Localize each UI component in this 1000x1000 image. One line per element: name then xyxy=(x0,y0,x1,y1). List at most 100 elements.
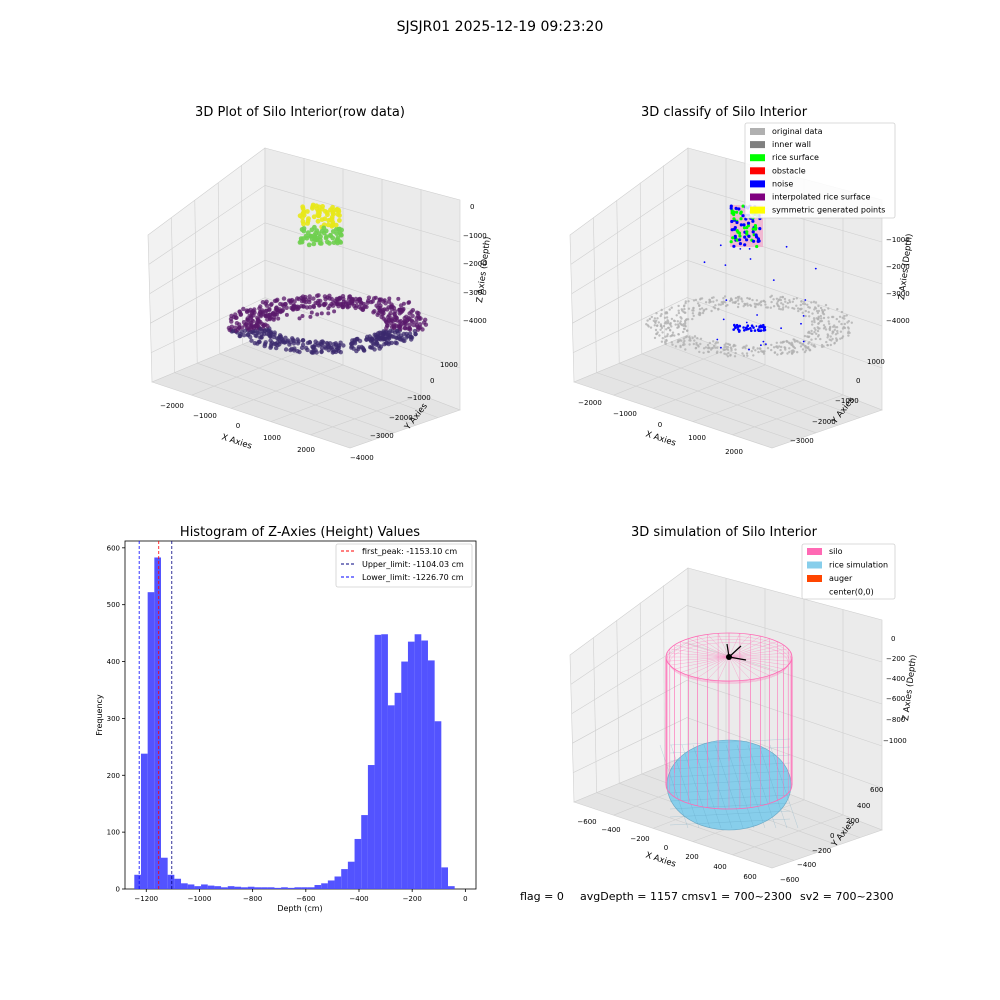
histogram-bar xyxy=(307,887,315,889)
raw-point xyxy=(311,296,316,301)
raw-point xyxy=(401,301,406,306)
classified-point xyxy=(828,326,832,330)
x-tick-label: −200 xyxy=(403,895,422,903)
panel2-z-tick: −3000 xyxy=(886,290,910,298)
silo-roof-line xyxy=(697,656,730,678)
classified-point xyxy=(749,326,752,330)
raw-point xyxy=(248,330,253,335)
raw-point xyxy=(387,332,393,338)
classified-point xyxy=(808,306,811,309)
panel-raw-data: 3D Plot of Silo Interior(row data) −2000… xyxy=(147,105,493,462)
raw-point xyxy=(258,326,263,332)
raw-point xyxy=(361,348,367,353)
raw-point xyxy=(340,294,346,299)
classified-point xyxy=(725,299,728,301)
classified-point xyxy=(732,210,736,214)
classified-point xyxy=(677,333,680,336)
classified-point xyxy=(750,350,753,353)
panel1-y-ticks: −4000 −3000 −2000 −1000 0 1000 xyxy=(350,361,458,462)
classified-point xyxy=(752,326,755,329)
raw-point xyxy=(272,298,278,304)
classified-point xyxy=(716,338,719,341)
raw-point xyxy=(255,318,261,323)
raw-point xyxy=(385,307,390,312)
histogram-bar xyxy=(187,884,195,889)
classified-point xyxy=(707,347,710,350)
classified-point xyxy=(827,334,830,337)
rice-mesh-line xyxy=(669,754,791,762)
classified-point xyxy=(847,334,850,337)
raw-point xyxy=(323,228,329,234)
panel1-x-tick: −2000 xyxy=(160,402,184,410)
raw-point xyxy=(309,227,315,233)
histogram-bar xyxy=(167,874,175,889)
x-tick-label: −600 xyxy=(296,895,315,903)
classified-point xyxy=(756,239,760,243)
raw-point xyxy=(392,312,397,317)
classified-point xyxy=(823,308,826,312)
classified-point xyxy=(834,326,837,329)
classified-point xyxy=(843,322,846,326)
classified-point xyxy=(746,354,749,357)
histogram-bar xyxy=(241,887,248,889)
histogram-bar xyxy=(134,874,141,889)
classified-point xyxy=(688,335,691,339)
raw-point xyxy=(360,307,365,312)
classified-point xyxy=(665,338,668,342)
classified-point xyxy=(779,296,782,299)
histogram-bar xyxy=(441,867,448,889)
classified-point xyxy=(665,316,669,319)
classified-point xyxy=(676,323,680,326)
raw-point xyxy=(301,236,306,241)
raw-point xyxy=(319,345,325,351)
raw-point xyxy=(305,340,311,346)
histogram-vlines xyxy=(138,541,173,889)
classified-point xyxy=(772,305,776,308)
raw-point xyxy=(417,322,423,327)
classified-point xyxy=(714,342,717,345)
classified-point xyxy=(699,337,703,340)
classified-point xyxy=(801,311,804,314)
raw-point xyxy=(304,305,310,310)
histogram-bar xyxy=(341,869,348,889)
y-tick-label: 300 xyxy=(107,715,120,723)
raw-point xyxy=(311,303,316,309)
classified-point xyxy=(654,321,657,325)
classified-point xyxy=(742,226,747,230)
raw-point xyxy=(261,323,266,328)
raw-point xyxy=(389,318,394,323)
classified-point xyxy=(797,309,800,313)
classified-point xyxy=(781,303,785,306)
classified-point xyxy=(783,346,786,349)
raw-point xyxy=(375,331,381,336)
classified-point xyxy=(779,341,783,344)
histogram-bar xyxy=(221,887,228,889)
silo-roof-line xyxy=(728,652,792,658)
panel1-points xyxy=(226,202,429,355)
classified-point xyxy=(735,210,739,214)
classified-point xyxy=(678,339,682,342)
raw-point xyxy=(271,334,277,340)
raw-point xyxy=(407,300,412,305)
classified-point xyxy=(708,341,711,345)
classified-point xyxy=(827,316,830,319)
panel2-x-tick: 1000 xyxy=(688,434,706,442)
classified-point xyxy=(671,343,674,346)
classified-point xyxy=(732,343,736,347)
panel4-z-ticks: 0 −200 −400 −600 −800 −1000 xyxy=(883,635,907,745)
raw-point xyxy=(324,340,330,346)
classified-point xyxy=(712,344,716,348)
raw-point xyxy=(315,218,321,224)
histogram-bar xyxy=(294,887,302,889)
classified-point xyxy=(743,345,746,348)
panel4-x-tick: −200 xyxy=(630,835,649,843)
classified-point xyxy=(684,321,687,324)
raw-point xyxy=(397,319,402,325)
classified-point xyxy=(735,323,739,327)
raw-point xyxy=(241,320,247,325)
classified-point xyxy=(772,346,776,349)
classified-point xyxy=(808,341,811,344)
raw-point xyxy=(297,316,302,321)
classified-point xyxy=(795,304,798,307)
panel4-z-tick: −600 xyxy=(886,695,905,703)
